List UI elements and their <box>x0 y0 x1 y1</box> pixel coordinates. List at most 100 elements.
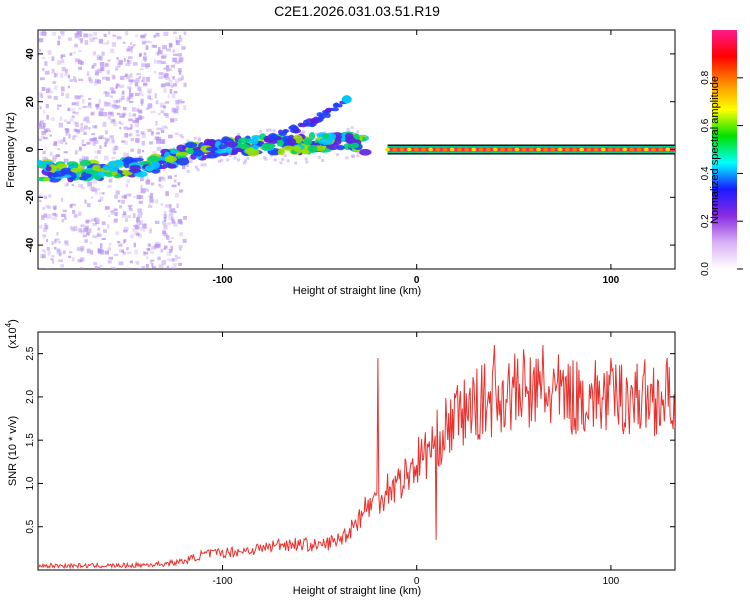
spectrogram-scatter-point <box>134 249 139 255</box>
spectrogram-scatter-point <box>156 132 160 135</box>
spectrogram-scatter-point <box>101 237 106 241</box>
spectrogram-trace-blob <box>225 146 232 155</box>
spectrogram-band-peak <box>471 147 477 152</box>
spectrogram-scatter-point <box>168 215 173 221</box>
spectrogram-scatter-point <box>136 73 141 76</box>
spectrogram-scatter-point <box>56 248 61 253</box>
spectrogram-scatter-point <box>43 250 47 254</box>
spectrogram-scatter-point <box>64 142 68 145</box>
spectrogram-trace-blob <box>211 153 222 157</box>
spectrogram-scatter-point <box>115 190 120 195</box>
spectrogram-scatter-point <box>78 146 82 150</box>
spectrogram-band-peak <box>622 147 628 152</box>
spectrogram-scatter-point <box>98 111 104 117</box>
spectrogram-scatter-point <box>75 95 78 100</box>
spectrogram-scatter-point <box>98 266 101 269</box>
spectrogram-scatter-point <box>114 145 118 148</box>
spectrogram-scatter-point <box>155 120 158 126</box>
spectrogram-scatter-point <box>55 154 60 158</box>
spectrogram-scatter-point <box>94 78 100 83</box>
spectrogram-scatter-point <box>161 56 166 60</box>
spectrogram-scatter-point <box>84 39 89 45</box>
spectrogram-scatter-point <box>170 245 174 251</box>
spectrogram-scatter-point <box>110 48 115 54</box>
spectrogram-scatter-point <box>226 158 230 162</box>
spectrogram-scatter-point <box>79 38 83 44</box>
spectrogram-scatter-point <box>92 125 96 129</box>
spectrogram-scatter-point <box>90 140 93 145</box>
spectrogram-scatter-point <box>38 48 41 52</box>
spectrogram-scatter-point <box>132 120 137 123</box>
spectrogram-scatter-point <box>66 121 71 125</box>
spectrogram-scatter-point <box>63 151 68 154</box>
spectrogram-scatter-point <box>158 264 164 268</box>
spectrogram-scatter-point <box>44 61 48 66</box>
spectrogram-scatter-point <box>155 100 159 105</box>
spectrogram-scatter-point <box>99 192 104 195</box>
spectrogram-scatter-point <box>321 159 325 163</box>
spectrogram-scatter-point <box>140 98 144 104</box>
spectrogram-scatter-point <box>73 51 76 54</box>
spectrogram-scatter-point <box>132 213 136 219</box>
spectrogram-scatter-point <box>73 128 77 132</box>
spectrogram-scatter-point <box>57 241 61 244</box>
spectrogram-scatter-point <box>93 262 98 266</box>
spectrogram-band-peak <box>500 147 506 152</box>
spectrogram-scatter-point <box>63 158 69 163</box>
spectrogram-scatter-point <box>113 253 119 256</box>
spectrogram-scatter-point <box>144 59 147 63</box>
spectrogram-scatter-point <box>69 78 74 82</box>
spectrogram-branch-blob <box>299 122 308 128</box>
spectrogram-scatter-point <box>182 238 187 243</box>
spectrogram-scatter-point <box>174 79 179 84</box>
spectrogram-scatter-point <box>86 120 91 124</box>
spectrogram-scatter-point <box>153 70 157 74</box>
spectrogram-scatter-point <box>84 239 88 243</box>
spectrogram-scatter-point <box>73 121 78 125</box>
spectrogram-scatter-point <box>102 111 108 117</box>
spectrogram-scatter-point <box>166 68 170 72</box>
spectrogram-scatter-point <box>149 227 152 232</box>
spectrogram-scatter-point <box>141 140 145 146</box>
spectrogram-scatter-point <box>138 115 143 120</box>
spectrogram-scatter-point <box>161 125 167 128</box>
spectrogram-scatter-point <box>118 120 121 124</box>
spectrogram-scatter-point <box>38 199 42 203</box>
spectrogram-scatter-point <box>180 45 186 50</box>
spectrogram-scatter-point <box>79 266 84 269</box>
spectrogram-scatter-point <box>160 83 166 88</box>
spectrogram-scatter-point <box>93 80 98 86</box>
spectrogram-scatter-point <box>186 169 190 173</box>
spectrogram-scatter-point <box>115 105 121 109</box>
spectrogram-scatter-point <box>264 157 268 161</box>
spectrogram-scatter-point <box>95 103 99 107</box>
spectrogram-band-peak <box>615 147 621 152</box>
spectrogram-scatter-point <box>150 182 155 186</box>
spectrogram-scatter-point <box>154 136 159 140</box>
spectrogram-scatter-point <box>178 98 182 104</box>
spectrogram-scatter-point <box>72 209 76 214</box>
spectrogram-scatter-point <box>58 122 64 128</box>
spectrogram-scatter-point <box>38 138 42 141</box>
spectrogram-scatter-point <box>71 227 75 232</box>
spectrogram-scatter-point <box>80 123 84 126</box>
spectrogram-scatter-point <box>154 220 160 224</box>
spectrogram-scatter-point <box>148 90 151 95</box>
spectrogram-scatter-point <box>130 124 133 129</box>
spectrogram-scatter-point <box>163 112 169 116</box>
spectrogram-scatter-point <box>106 102 111 107</box>
spectrogram-scatter-point <box>149 196 154 199</box>
spectrogram-scatter-point <box>138 155 143 159</box>
snr-y-multiplier-close: ) <box>7 319 19 323</box>
spectrogram-trace-blob <box>218 144 228 150</box>
spectrogram-scatter-point <box>113 208 118 212</box>
snr-x-ticks: -100 0 100 <box>212 332 620 587</box>
spectrogram-scatter-point <box>88 127 91 130</box>
spectrogram-scatter-point <box>56 250 62 255</box>
spectrogram-scatter-point <box>58 252 62 257</box>
spectrogram-scatter-point <box>135 129 139 134</box>
spectrogram-scatter-point <box>133 242 136 248</box>
spectrogram-scatter-point <box>104 62 109 67</box>
snr-y-tick-label: 2.0 <box>25 390 36 404</box>
spectrogram-scatter-point <box>104 91 110 97</box>
